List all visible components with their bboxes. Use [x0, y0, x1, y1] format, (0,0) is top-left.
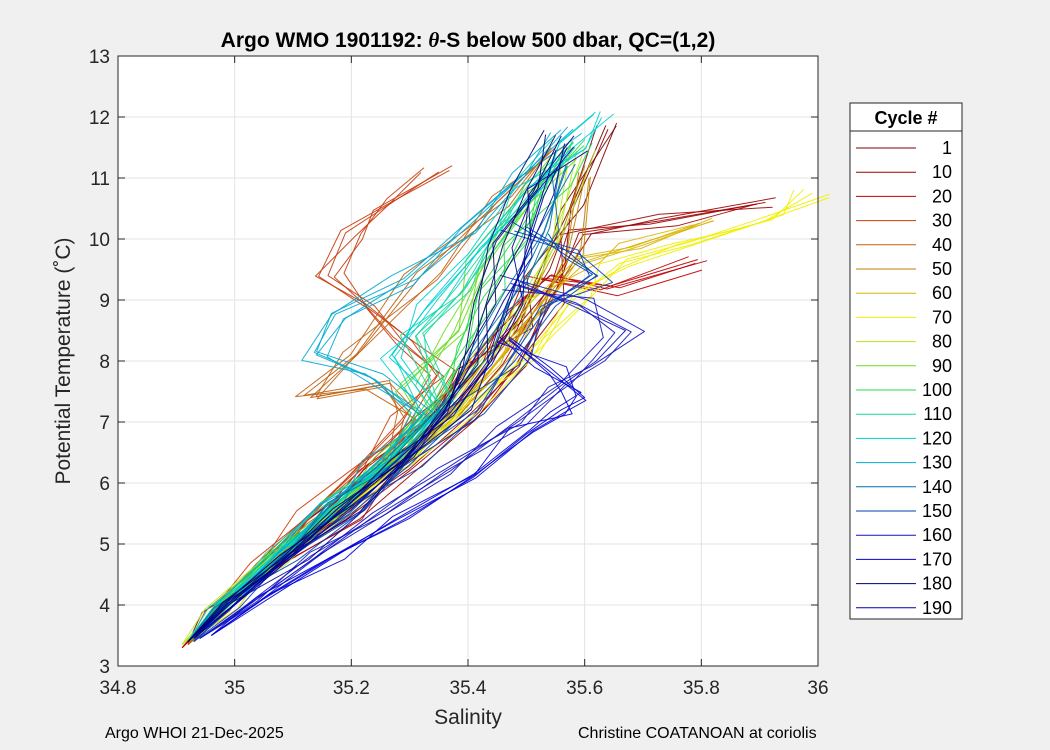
profile-line-190-repeat: [193, 146, 575, 639]
legend-label-190: 190: [922, 598, 952, 618]
x-tick-label: 36: [807, 678, 828, 699]
legend-box: [849, 102, 963, 620]
x-tick-label: 35.4: [450, 678, 487, 699]
profile-line-160-repeat: [199, 274, 645, 639]
chart-title: Argo WMO 1901192: θ-S below 500 dbar, QC…: [221, 28, 716, 52]
profile-line-190-repeat: [193, 150, 588, 639]
legend-label-10: 10: [932, 162, 952, 182]
y-tick-label: 4: [99, 596, 110, 617]
legend-label-1: 1: [942, 138, 952, 158]
x-tick-label: 35: [224, 678, 245, 699]
legend: Cycle # 11020304050607080901001101201301…: [849, 102, 963, 620]
footer-left: Argo WHOI 21-Dec-2025: [105, 725, 284, 742]
legend-label-70: 70: [932, 307, 952, 327]
x-tick-label: 35.2: [333, 678, 370, 699]
y-tick-label: 12: [89, 108, 110, 129]
y-tick-label: 3: [99, 657, 110, 678]
legend-entries: 1102030405060708090100110120130140150160…: [856, 138, 952, 618]
title-suffix: -S below 500 dbar, QC=(1,2): [439, 29, 715, 52]
profile-line-170-repeat: [211, 341, 577, 636]
legend-label-150: 150: [922, 501, 952, 521]
y-axis-label: Potential Temperature (˚C): [52, 237, 75, 484]
y-tick-label: 9: [99, 291, 110, 312]
legend-label-30: 30: [932, 211, 952, 231]
profile-line-150-repeat: [193, 233, 593, 642]
legend-label-100: 100: [922, 380, 952, 400]
profile-line-180-repeat: [187, 129, 545, 642]
title-prefix: Argo WMO 1901192:: [221, 29, 429, 52]
profile-line-110-repeat: [187, 146, 576, 642]
y-tick-label: 10: [89, 230, 110, 251]
profile-line-170-repeat: [211, 337, 573, 636]
legend-label-130: 130: [922, 453, 952, 473]
legend-label-110: 110: [923, 404, 952, 424]
legend-label-160: 160: [922, 525, 952, 545]
legend-label-60: 60: [932, 283, 952, 303]
profile-line-160: [199, 281, 626, 639]
legend-label-180: 180: [922, 574, 952, 594]
profile-lines: [181, 111, 830, 649]
y-tick-label: 7: [99, 413, 110, 434]
legend-label-140: 140: [922, 477, 952, 497]
footer-right: Christine COATANOAN at coriolis: [578, 725, 817, 742]
legend-label-80: 80: [932, 332, 952, 352]
profile-line-130-repeat: [187, 132, 582, 642]
x-axis-label: Salinity: [434, 706, 502, 729]
legend-label-50: 50: [932, 259, 952, 279]
y-tick-label: 5: [99, 535, 110, 556]
profile-line-130-repeat: [187, 129, 562, 642]
legend-title: Cycle #: [874, 108, 937, 128]
legend-label-40: 40: [932, 235, 952, 255]
y-tick-label: 11: [90, 169, 110, 190]
profile-line-190-repeat: [193, 143, 566, 639]
legend-label-120: 120: [922, 428, 952, 448]
axis-ticks: 34.8 35 35.2 35.4 35.6 35.8 36 3 4 5 6 7 8 9 10 11 12 13: [89, 47, 829, 699]
y-tick-label: 6: [99, 474, 110, 495]
x-tick-label: 35.8: [683, 678, 720, 699]
profile-line-130: [187, 128, 574, 642]
legend-label-90: 90: [932, 356, 952, 376]
profile-line-190: [193, 147, 568, 639]
legend-label-170: 170: [922, 549, 952, 569]
profile-line-180-repeat: [187, 135, 575, 642]
profile-line-170: [211, 336, 586, 636]
legend-label-20: 20: [932, 186, 952, 206]
title-theta: θ: [428, 28, 439, 52]
x-tick-label: 35.6: [566, 678, 603, 699]
y-tick-label: 8: [99, 352, 110, 373]
profile-line-170-repeat: [211, 337, 582, 636]
x-tick-label: 34.8: [100, 678, 137, 699]
y-tick-label: 13: [89, 47, 110, 68]
